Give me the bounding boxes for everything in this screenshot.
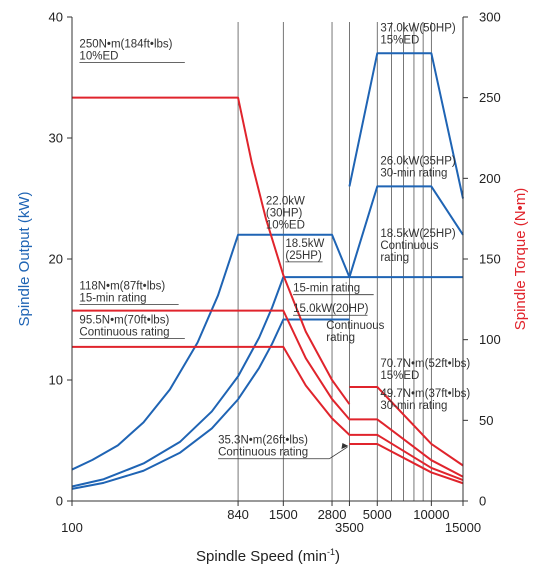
y-axis-title-right: Spindle Torque (N•m) <box>512 188 529 331</box>
y-right-tick-label-0: 0 <box>479 494 486 509</box>
x-tick-label-0: 100 <box>61 520 83 535</box>
annotation-0: 250N•m(184ft•lbs) 10%ED <box>79 39 172 63</box>
y-right-tick-label-4: 200 <box>479 171 501 186</box>
series-layer <box>71 52 464 490</box>
axes-layer: 0 10 20 30 40 0 50 100 150 200 250 300 100 840 1500 280… <box>49 10 501 536</box>
annotations-layer: 250N•m(184ft•lbs) 10%ED 22.0kW (30HP) 10%ED 1… <box>79 23 470 460</box>
y-right-tick-label-2: 100 <box>479 332 501 347</box>
annotation-9: 118N•m(87ft•lbs) 15-min rating <box>79 281 165 305</box>
annotation-12: 49.7N•m(37ft•lbs) 30-min rating <box>380 388 470 412</box>
annotation-6: 37.0kW(50HP) 15%ED <box>380 23 456 47</box>
annotation-10: 95.5N•m(70ft•lbs) Continuous rating <box>79 315 169 339</box>
x-axis-title: Spindle Speed (min-1) <box>196 547 340 565</box>
y-right-tick-label-3: 150 <box>479 252 501 267</box>
y-left-tick-label-2: 20 <box>49 252 63 267</box>
annotation-2: 18.5kW (25HP) <box>285 238 324 262</box>
vertical-gridlines <box>237 22 432 501</box>
y-right-tick-label-1: 50 <box>479 413 493 428</box>
torque-curve-3 <box>349 385 464 467</box>
y-right-tick-label-5: 250 <box>479 90 501 105</box>
y-right-tick-label-6: 300 <box>479 10 501 25</box>
annotation-1: 22.0kW (30HP) 10%ED <box>266 196 305 232</box>
torque-curve-4 <box>349 443 464 485</box>
torque-curve-2 <box>72 345 464 481</box>
y-left-tick-label-0: 0 <box>56 494 63 509</box>
x-tick-label-7: 15000 <box>445 520 481 535</box>
x-tick-label-1: 840 <box>227 507 249 522</box>
annotation-3: 15-min rating <box>293 283 360 295</box>
output-curve-2 <box>71 318 350 490</box>
y-left-tick-label-1: 10 <box>49 373 63 388</box>
annotation-arrowhead-13 <box>341 443 349 450</box>
output-curve-0 <box>71 233 351 471</box>
y-left-tick-label-3: 30 <box>49 131 63 146</box>
annotation-5: Continuous rating <box>326 320 384 344</box>
output-curve-1 <box>71 276 463 488</box>
x-tick-label-4: 3500 <box>335 520 364 535</box>
y-axis-title-left: Spindle Output (kW) <box>16 191 33 326</box>
x-tick-label-5: 5000 <box>363 507 392 522</box>
x-tick-label-2: 1500 <box>269 507 298 522</box>
annotation-11: 70.7N•m(52ft•lbs) 15%ED <box>380 358 470 382</box>
torque-curve-0 <box>72 96 351 405</box>
x-tick-label-3: 2800 <box>318 507 347 522</box>
output-curve-3 <box>348 52 464 199</box>
annotation-7: 26.0kW(35HP) 30-min rating <box>380 156 456 180</box>
y-left-tick-label-4: 40 <box>49 10 63 25</box>
annotation-leader-13 <box>329 446 348 460</box>
torque-curve-1 <box>72 309 464 478</box>
annotation-8: 18.5kW(25HP) Continuous rating <box>380 228 456 264</box>
annotation-13: 35.3N•m(26ft•lbs) Continuous rating <box>218 435 308 459</box>
output-curve-4 <box>348 185 464 278</box>
x-tick-label-6: 10000 <box>413 507 449 522</box>
annotation-4: 15.0kW(20HP) <box>293 303 369 315</box>
